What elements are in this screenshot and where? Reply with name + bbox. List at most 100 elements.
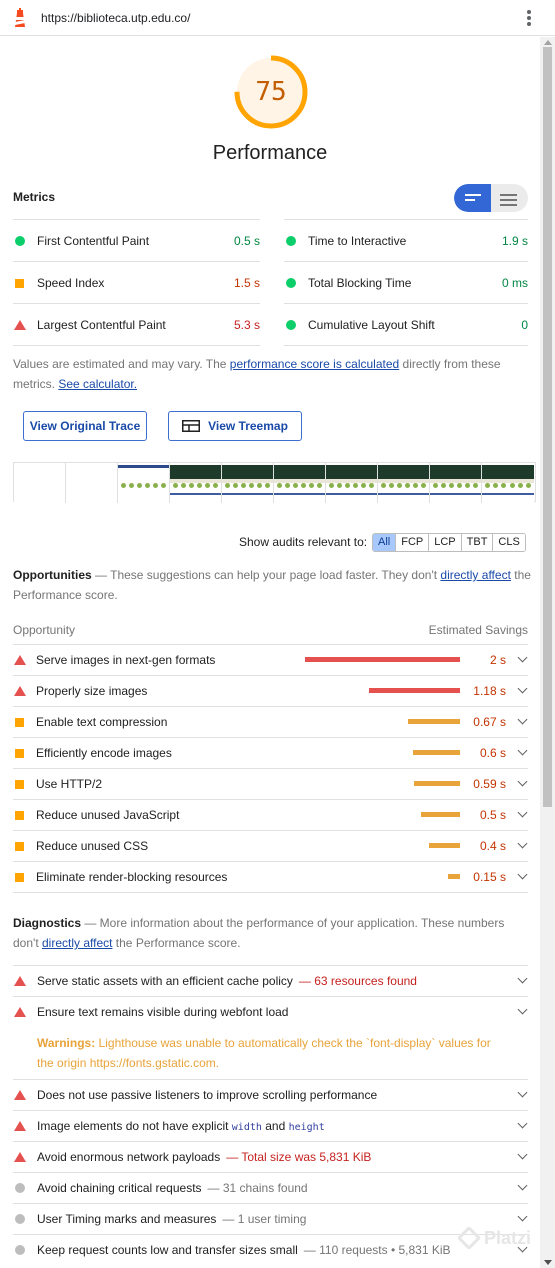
scroll-thumb[interactable] [543, 47, 552, 807]
opportunities-directly-affect-link[interactable]: directly affect [440, 568, 511, 582]
platzi-watermark: Platzi [458, 1227, 531, 1249]
average-square-icon [15, 279, 24, 288]
chevron-down-icon[interactable] [517, 1211, 528, 1222]
filter-chip-fcp[interactable]: FCP [396, 534, 430, 551]
metric-row: Total Blocking Time 0 ms [284, 261, 528, 303]
diagnostic-row[interactable]: Serve static assets with an efficient ca… [13, 965, 528, 996]
diagnostic-row[interactable]: Avoid enormous network payloads — Total s… [13, 1141, 528, 1172]
list-expanded-icon[interactable] [500, 194, 517, 206]
chevron-down-icon[interactable] [517, 652, 528, 663]
diagnostic-label: Image elements do not have explicit widt… [37, 1119, 325, 1133]
filter-chip-tbt[interactable]: TBT [461, 534, 494, 551]
diagnostic-label: Keep request counts low and transfer siz… [37, 1243, 451, 1257]
metric-value: 0 ms [501, 275, 528, 290]
diagnostic-label: Ensure text remains visible during webfo… [37, 1005, 289, 1019]
opportunity-row[interactable]: Efficiently encode images 0.6 s [13, 737, 528, 768]
opportunity-row[interactable]: Reduce unused CSS 0.4 s [13, 830, 528, 861]
scroll-up-arrow-icon[interactable] [544, 40, 552, 45]
diagnostic-row[interactable]: Image elements do not have explicit widt… [13, 1110, 528, 1141]
metric-value: 1.5 s [233, 275, 260, 290]
metric-value: 0 [521, 317, 528, 332]
diagnostic-row[interactable]: Does not use passive listeners to improv… [13, 1079, 528, 1110]
chevron-down-icon[interactable] [517, 838, 528, 849]
metrics-view-toggle[interactable] [454, 184, 528, 212]
metric-row: Speed Index 1.5 s [13, 261, 260, 303]
diagnostics-directly-affect-link[interactable]: directly affect [41, 936, 113, 950]
metrics-note: Values are estimated and may vary. The p… [13, 357, 501, 391]
chevron-down-icon[interactable] [517, 1180, 528, 1191]
savings-bar [429, 843, 460, 848]
metric-row: Largest Contentful Paint 5.3 s [13, 303, 260, 345]
opportunity-row[interactable]: Properly size images 1.18 s [13, 675, 528, 706]
diagnostic-row[interactable]: Avoid chaining critical requests — 31 cha… [13, 1172, 528, 1203]
scroll-down-arrow-icon[interactable] [544, 1260, 552, 1265]
savings-value: 1.18 s [473, 684, 506, 698]
fail-triangle-icon [14, 686, 26, 696]
diagnostic-label: Avoid chaining critical requests — 31 cha… [37, 1181, 308, 1195]
opportunity-label: Eliminate render-blocking resources [36, 870, 228, 884]
chevron-down-icon[interactable] [517, 807, 528, 818]
diagnostic-detail: — 63 resources found [298, 974, 417, 988]
scrollbar[interactable] [540, 37, 555, 1268]
chevron-down-icon[interactable] [517, 1087, 528, 1098]
filter-chip-all[interactable]: All [373, 534, 397, 551]
audit-filter-chips: All FCP LCP TBT CLS [372, 533, 526, 552]
fail-triangle-icon [14, 655, 26, 665]
chevron-down-icon[interactable] [517, 776, 528, 787]
opportunity-row[interactable]: Reduce unused JavaScript 0.5 s [13, 799, 528, 830]
savings-value: 0.59 s [473, 777, 506, 791]
chevron-down-icon[interactable] [517, 714, 528, 725]
metric-row: First Contentful Paint 0.5 s [13, 219, 260, 261]
diagnostics-header: Diagnostics — More information about the… [13, 916, 505, 950]
list-compact-icon [465, 194, 481, 201]
opportunity-label: Enable text compression [36, 715, 168, 729]
savings-value: 0.5 s [479, 808, 506, 822]
chevron-down-icon[interactable] [517, 869, 528, 880]
chevron-down-icon[interactable] [517, 1118, 528, 1129]
opportunity-row[interactable]: Eliminate render-blocking resources 0.15 … [13, 861, 528, 892]
view-treemap-button[interactable]: View Treemap [168, 411, 302, 441]
opportunity-row[interactable]: Use HTTP/2 0.59 s [13, 768, 528, 799]
opportunity-label: Efficiently encode images [36, 746, 172, 760]
chevron-down-icon[interactable] [517, 683, 528, 694]
metrics-heading: Metrics [13, 190, 56, 204]
chevron-down-icon[interactable] [517, 1149, 528, 1160]
chevron-down-icon[interactable] [517, 745, 528, 756]
score-calculated-link[interactable]: performance score is calculated [229, 357, 400, 371]
url-text: https://biblioteca.utp.edu.co/ [41, 11, 191, 25]
metric-row: Cumulative Layout Shift 0 [284, 303, 528, 345]
kebab-menu-icon[interactable] [524, 9, 534, 27]
diagnostic-detail: — 1 user timing [222, 1212, 307, 1226]
filter-chip-lcp[interactable]: LCP [429, 534, 462, 551]
metric-label: Time to Interactive [308, 233, 407, 248]
fail-triangle-icon [14, 1121, 26, 1131]
opportunities-title: Opportunities [13, 568, 92, 582]
diagnostic-row[interactable]: User Timing marks and measures — 1 user t… [13, 1203, 528, 1234]
diagnostics-title: Diagnostics [13, 916, 82, 930]
view-original-trace-button[interactable]: View Original Trace [23, 411, 147, 441]
fail-triangle-icon [14, 976, 26, 986]
report-content: 75 Performance Metrics First Contentful … [0, 37, 540, 1268]
opportunity-label: Use HTTP/2 [36, 777, 103, 791]
category-title: Performance [212, 142, 328, 164]
lighthouse-icon [15, 8, 25, 27]
see-calculator-link[interactable]: See calculator. [58, 377, 138, 391]
fail-triangle-icon [14, 320, 26, 330]
toggle-compact-view[interactable] [454, 184, 491, 212]
opportunity-row[interactable]: Serve images in next-gen formats 2 s [13, 644, 528, 675]
diagnostic-detail: — 31 chains found [207, 1181, 308, 1195]
filmstrip-frame [14, 463, 66, 503]
filmstrip [13, 462, 536, 503]
savings-bar [369, 688, 460, 693]
metric-value: 0.5 s [233, 233, 260, 248]
chevron-down-icon[interactable] [517, 973, 528, 984]
diagnostic-row[interactable]: Ensure text remains visible during webfo… [13, 996, 528, 1079]
filter-chip-cls[interactable]: CLS [493, 534, 525, 551]
opportunity-row[interactable]: Enable text compression 0.67 s [13, 706, 528, 737]
filmstrip-frame [378, 463, 430, 503]
chevron-down-icon[interactable] [517, 1004, 528, 1015]
pass-circle-icon [15, 236, 25, 246]
diagnostic-row[interactable]: Keep request counts low and transfer siz… [13, 1234, 528, 1265]
savings-bar [413, 750, 460, 755]
metric-value: 5.3 s [233, 317, 260, 332]
